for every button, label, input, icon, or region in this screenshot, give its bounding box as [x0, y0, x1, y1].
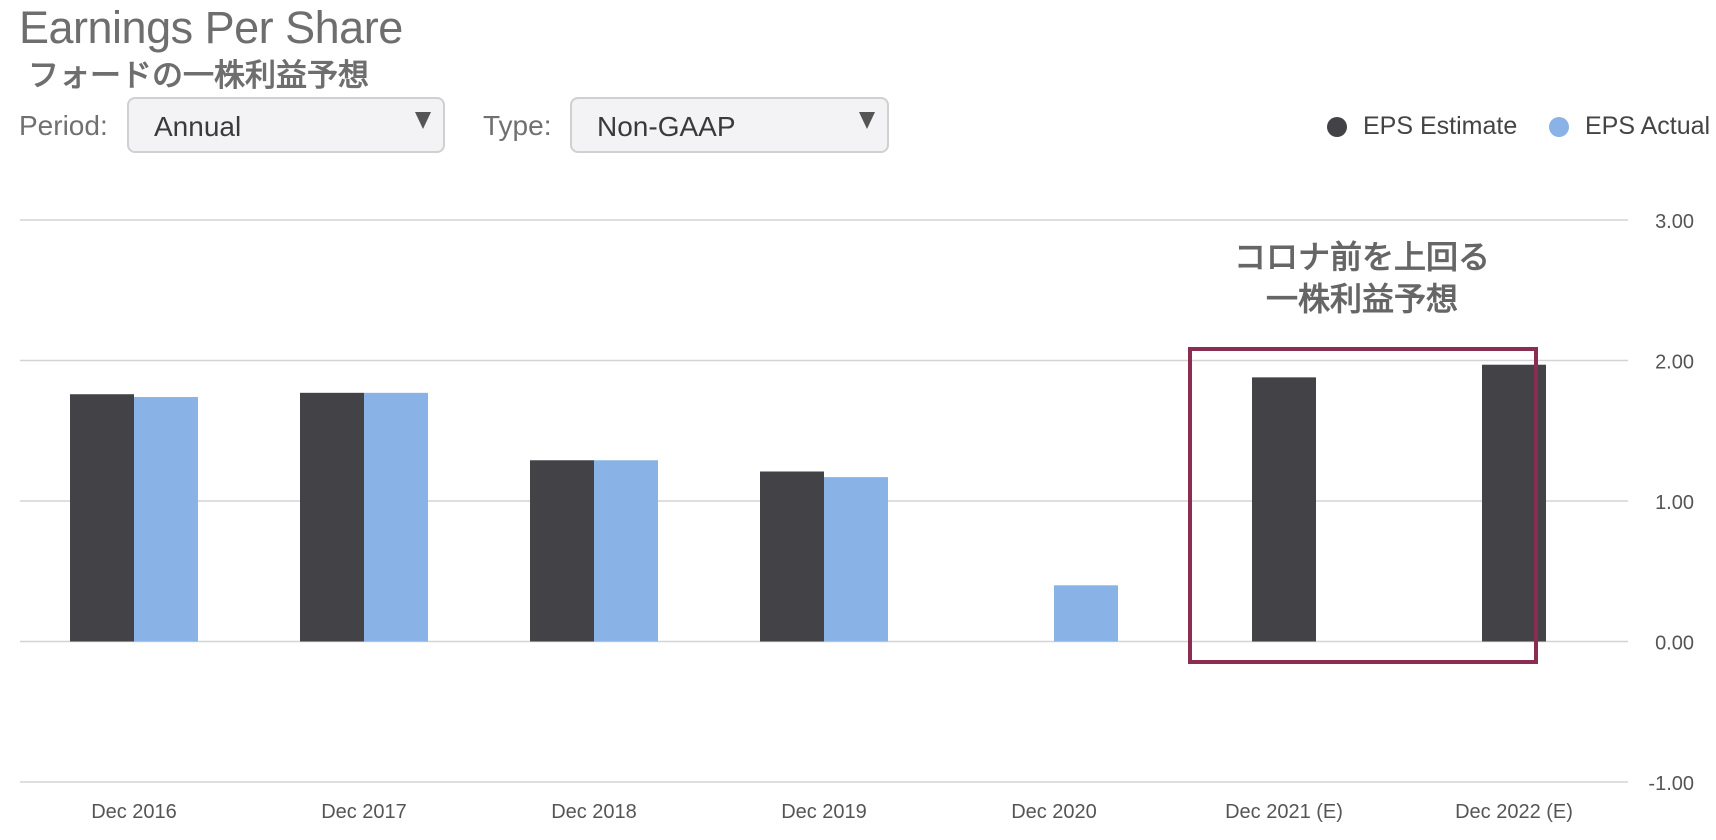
legend-label-actual: EPS Actual [1585, 112, 1711, 140]
x-tick-label: Dec 2022 (E) [1455, 801, 1573, 823]
y-tick-label: 0.00 [1655, 633, 1694, 655]
bar-eps-estimate [530, 460, 594, 642]
annotation-line1: コロナ前を上回る [1234, 238, 1490, 276]
x-tick-label: Dec 2021 (E) [1225, 801, 1343, 823]
bar-eps-estimate [300, 392, 364, 642]
x-tick-label: Dec 2020 [1011, 801, 1097, 823]
x-tick-label: Dec 2016 [91, 801, 177, 823]
y-tick-label: -1.00 [1648, 773, 1694, 795]
bar-eps-estimate [1252, 377, 1316, 642]
x-tick-label: Dec 2018 [551, 801, 637, 823]
chart-subtitle: フォードの一株利益予想 [28, 58, 369, 94]
legend-dot-estimate [1327, 117, 1347, 137]
type-select[interactable]: Non-GAAP [570, 97, 889, 153]
legend-label-estimate: EPS Estimate [1363, 112, 1518, 140]
bar-eps-estimate [70, 394, 134, 642]
type-label: Type: [483, 110, 552, 141]
y-tick-label: 3.00 [1655, 211, 1694, 233]
forecast-highlight-box [1188, 347, 1538, 664]
chevron-down-icon [859, 112, 875, 129]
bar-eps-estimate [760, 471, 824, 642]
x-tick-label: Dec 2017 [321, 801, 407, 823]
bar-eps-actual [134, 397, 198, 642]
period-select[interactable]: Annual [127, 97, 445, 153]
y-tick-label: 1.00 [1655, 492, 1694, 514]
bar-eps-actual [364, 392, 428, 642]
chevron-down-icon [415, 112, 431, 129]
x-tick-label: Dec 2019 [781, 801, 867, 823]
chart-title: Earnings Per Share [19, 2, 403, 53]
type-select-value: Non-GAAP [597, 111, 736, 142]
bar-eps-actual [824, 477, 888, 642]
y-tick-label: 2.00 [1655, 352, 1694, 374]
annotation-line2: 一株利益予想 [1266, 280, 1458, 318]
bar-eps-actual [594, 460, 658, 642]
period-select-value: Annual [154, 111, 242, 142]
bar-eps-actual [1054, 585, 1118, 642]
legend-dot-actual [1549, 117, 1569, 137]
period-label: Period: [19, 110, 108, 141]
